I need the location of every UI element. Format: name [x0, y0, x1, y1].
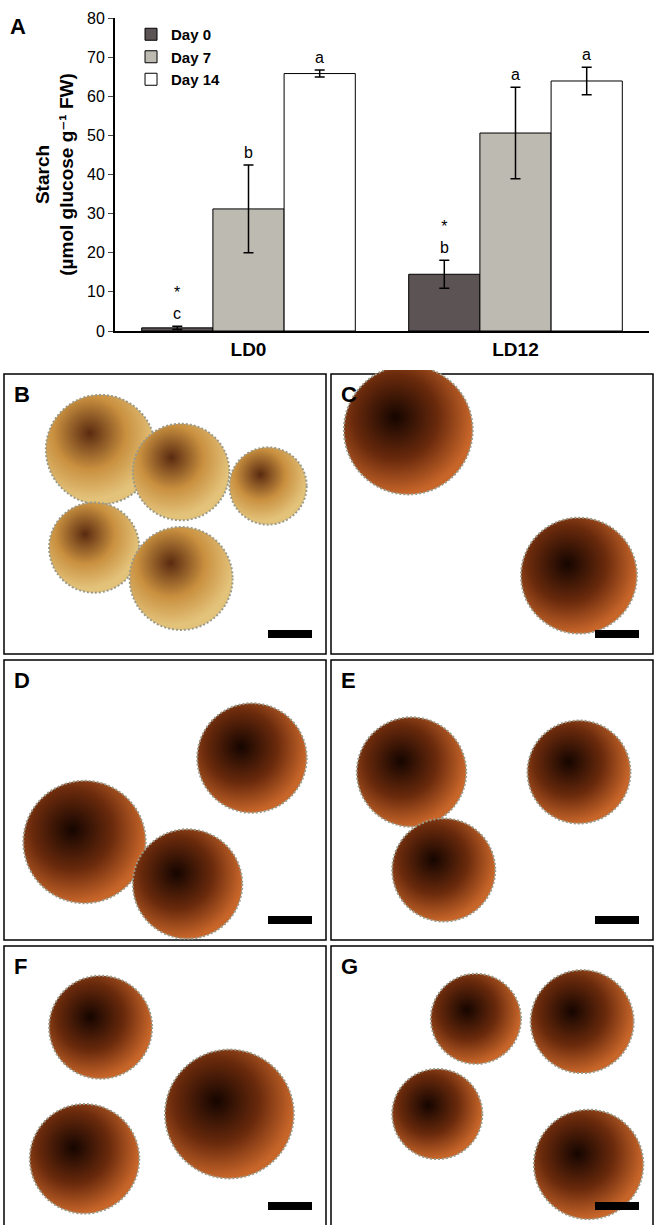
svg-text:60: 60: [87, 88, 105, 105]
svg-text:E: E: [341, 668, 356, 693]
svg-text:10: 10: [87, 283, 105, 300]
svg-text:a: a: [315, 49, 324, 66]
svg-text:Day 7: Day 7: [171, 49, 211, 66]
svg-text:a: a: [582, 46, 591, 63]
svg-text:*b: *b: [440, 218, 449, 256]
svg-text:D: D: [14, 668, 30, 693]
svg-text:a: a: [511, 66, 520, 83]
svg-text:50: 50: [87, 127, 105, 144]
svg-text:LD0: LD0: [231, 339, 267, 360]
svg-text:0: 0: [96, 323, 105, 340]
svg-text:40: 40: [87, 166, 105, 183]
svg-text:*c: *c: [173, 284, 181, 322]
svg-text:A: A: [10, 14, 26, 39]
svg-text:Day 14: Day 14: [171, 71, 220, 88]
svg-text:F: F: [14, 954, 27, 979]
svg-text:80: 80: [87, 10, 105, 27]
svg-text:Day 0: Day 0: [171, 26, 211, 43]
svg-text:20: 20: [87, 244, 105, 261]
svg-text:70: 70: [87, 49, 105, 66]
svg-text:LD12: LD12: [492, 339, 538, 360]
svg-text:B: B: [14, 382, 30, 407]
svg-text:b: b: [244, 144, 253, 161]
svg-text:C: C: [341, 382, 357, 407]
svg-text:G: G: [341, 954, 358, 979]
svg-text:30: 30: [87, 205, 105, 222]
svg-text:Starch(µmol glucose g⁻¹ FW): Starch(µmol glucose g⁻¹ FW): [32, 73, 78, 276]
